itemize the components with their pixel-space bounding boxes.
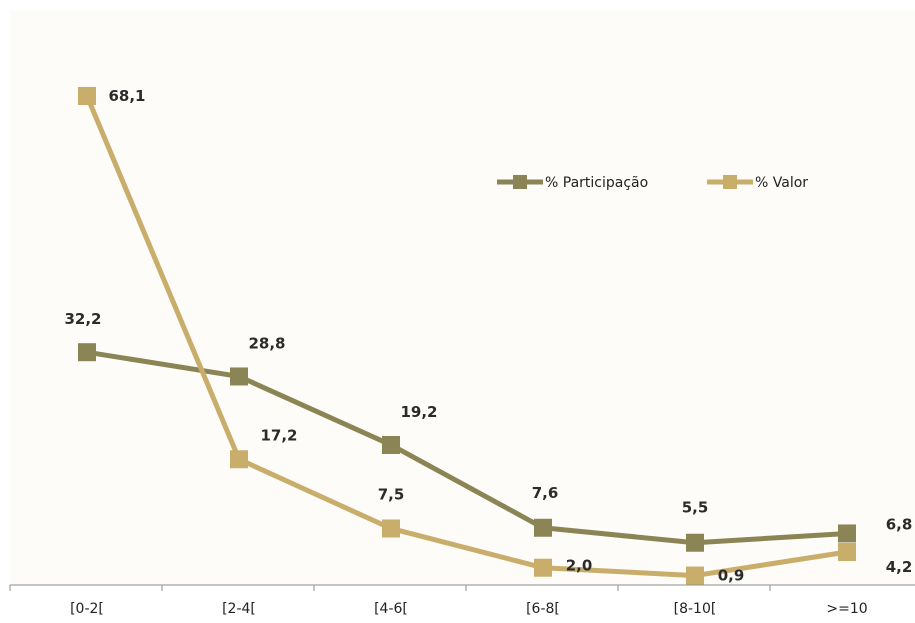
data-label: 32,2 [64,310,101,328]
data-point-marker [686,533,704,552]
data-point-marker [382,435,400,454]
data-point-marker [686,566,704,585]
legend-label: % Valor [755,175,808,191]
data-label: 6,8 [886,515,913,533]
data-point-marker [382,519,400,538]
data-point-marker [78,343,96,362]
legend-marker [513,175,527,189]
x-tick-label: [2-4[ [222,601,256,617]
plot-area [10,10,915,585]
data-label: 68,1 [108,87,145,105]
data-label: 5,5 [682,499,709,517]
data-point-marker [838,543,856,562]
data-label: 7,6 [532,484,559,502]
data-label: 4,2 [886,558,913,576]
series-line-participacao [86,349,848,546]
legend-marker [723,175,737,189]
x-tick-label: [4-6[ [374,601,408,617]
data-label: 17,2 [260,426,297,444]
series-line-valor [84,95,848,579]
data-point-marker [78,87,96,105]
legend-label: % Participação [545,175,648,191]
x-tick-label: [8-10[ [674,601,717,617]
x-tick-label: [6-8[ [526,601,560,617]
data-label: 7,5 [378,485,405,503]
x-tick-label: >=10 [826,601,867,617]
data-point-marker [838,524,856,543]
data-label: 28,8 [248,334,285,352]
data-point-marker [230,367,248,386]
data-label: 19,2 [400,403,437,421]
data-label: 0,9 [718,567,745,585]
data-point-marker [534,558,552,577]
data-point-marker [534,518,552,537]
data-label: 2,0 [566,557,593,575]
data-point-marker [230,450,248,469]
x-tick-label: [0-2[ [70,601,104,617]
